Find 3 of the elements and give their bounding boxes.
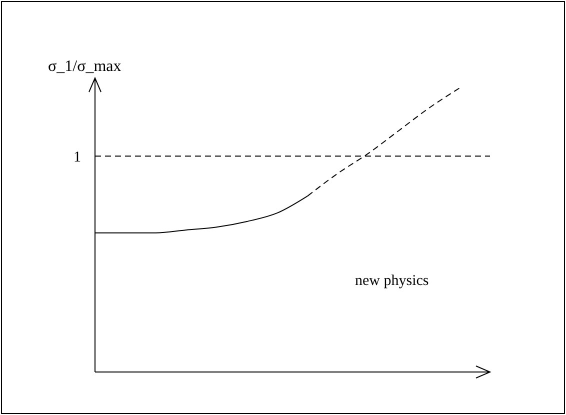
ref-line-label: 1 — [74, 149, 81, 166]
y-axis-title: σ_1/σ_max — [48, 58, 122, 76]
annotation: new physics — [355, 273, 429, 290]
